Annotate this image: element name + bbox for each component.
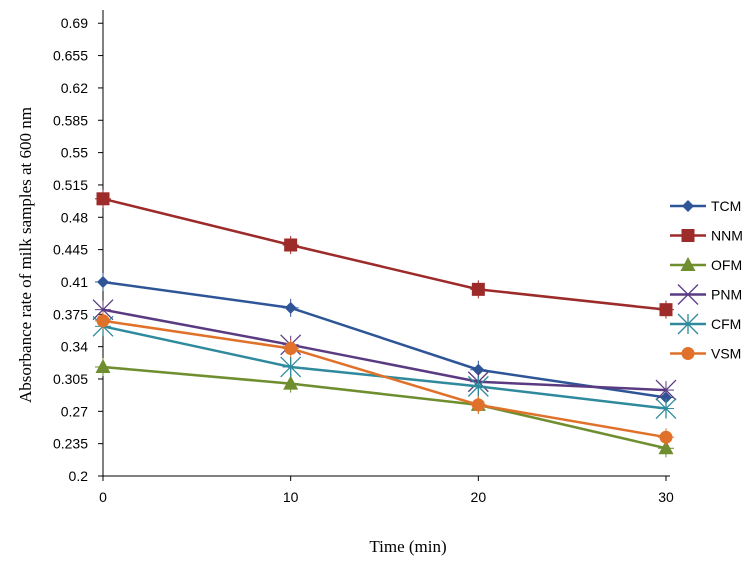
- legend-marker: [680, 257, 696, 271]
- plot-area: 0.2 0.235 0.27 0.305 0.34 0.375 0.41 0.445 0.48 0…: [53, 10, 677, 505]
- series-nnm: [95, 189, 674, 319]
- x-axis-title: Time (min): [369, 537, 446, 556]
- y-tick-label: 0.2: [69, 468, 89, 484]
- legend-marker: [682, 200, 694, 212]
- data-point: [658, 440, 674, 455]
- series-line: [102, 197, 667, 311]
- data-point: [659, 430, 673, 444]
- y-tick-label: 0.34: [61, 339, 88, 355]
- data-point: [655, 379, 677, 401]
- y-tick-label: 0.69: [61, 15, 88, 31]
- legend: TCM NNM OFM PNM CFM VSM: [670, 198, 743, 362]
- data-point: [472, 363, 485, 376]
- data-point: [280, 356, 302, 378]
- data-point: [97, 275, 109, 288]
- legend-label: TCM: [711, 198, 741, 214]
- legend-label: OFM: [711, 257, 742, 273]
- legend-entry-tcm: TCM: [670, 198, 741, 214]
- legend-marker: [677, 284, 699, 305]
- y-tick-label: 0.305: [53, 371, 88, 387]
- series-line: [102, 365, 667, 450]
- data-point: [96, 192, 110, 206]
- series-vsm: [95, 311, 674, 447]
- data-point: [467, 375, 489, 397]
- data-point: [471, 282, 485, 296]
- x-tick-label: 0: [99, 489, 107, 505]
- data-point: [96, 314, 110, 328]
- data-point: [659, 303, 673, 317]
- y-tick-label: 0.235: [53, 436, 88, 452]
- legend-entry-pnm: PNM: [670, 284, 742, 305]
- y-tick-label: 0.27: [61, 403, 88, 419]
- legend-entry-nnm: NNM: [670, 228, 743, 244]
- series-line: [102, 308, 667, 392]
- y-tick-label: 0.48: [61, 209, 88, 225]
- data-point: [95, 358, 111, 373]
- legend-marker: [681, 229, 695, 242]
- legend-label: CFM: [711, 316, 741, 332]
- data-point: [655, 398, 677, 420]
- y-tick-label: 0.585: [53, 112, 88, 128]
- y-tick-label: 0.515: [53, 177, 88, 193]
- legend-entry-vsm: VSM: [670, 346, 741, 362]
- legend-label: PNM: [711, 287, 742, 303]
- y-tick-label: 0.445: [53, 242, 88, 258]
- data-point: [284, 238, 298, 252]
- x-tick-label: 10: [283, 489, 299, 505]
- legend-label: NNM: [711, 228, 743, 244]
- data-point: [284, 301, 297, 314]
- legend-marker: [681, 347, 695, 360]
- y-tick-label: 0.375: [53, 306, 88, 322]
- y-tick-label: 0.62: [61, 80, 88, 96]
- series-line: [102, 280, 667, 399]
- series-tcm: [95, 272, 674, 407]
- series-ofm: [95, 357, 674, 458]
- data-point: [92, 299, 114, 321]
- legend-entry-ofm: OFM: [670, 257, 742, 273]
- series-line: [102, 319, 667, 439]
- legend-entry-cfm: CFM: [670, 313, 741, 335]
- legend-label: VSM: [711, 346, 741, 362]
- y-tick-label: 0.41: [61, 274, 88, 290]
- x-tick-label: 20: [471, 489, 487, 505]
- y-axis-title: Absorbance rate of milk samples at 600 n…: [16, 107, 35, 403]
- y-tick-label: 0.655: [53, 48, 88, 64]
- y-tick-label: 0.55: [61, 145, 88, 161]
- legend-marker: [677, 313, 699, 335]
- x-tick-label: 30: [658, 489, 674, 505]
- data-point: [284, 341, 298, 355]
- data-point: [283, 375, 299, 390]
- data-point: [471, 398, 485, 412]
